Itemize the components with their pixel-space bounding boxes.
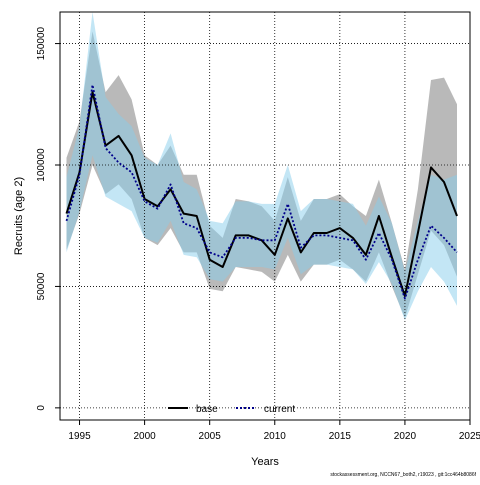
x-tick-label: 2025 xyxy=(459,431,480,442)
x-axis-label: Years xyxy=(251,456,279,468)
x-tick-label: 2015 xyxy=(329,431,352,442)
y-tick-label: 50000 xyxy=(36,272,47,300)
y-axis-label: Recruits (age 2) xyxy=(13,177,25,255)
x-tick-label: 2005 xyxy=(199,431,222,442)
base-legend-label: base xyxy=(196,404,218,415)
x-tick-label: 2020 xyxy=(394,431,417,442)
footer-text: stockassessment.org, NCCN67_both2, r1902… xyxy=(330,472,476,478)
y-tick-label: 150000 xyxy=(36,26,47,60)
x-tick-label: 1995 xyxy=(68,431,91,442)
current-legend-label: current xyxy=(264,404,295,415)
x-tick-label: 2010 xyxy=(264,431,287,442)
y-axis: 0 50000 100000 150000 xyxy=(36,26,60,411)
x-tick-label: 2000 xyxy=(133,431,156,442)
current-series-line xyxy=(65,84,458,300)
legend: base current xyxy=(168,404,295,415)
y-tick-label: 100000 xyxy=(36,148,47,182)
current-confidence-band xyxy=(66,12,457,321)
grid-lines xyxy=(60,12,471,420)
y-tick-label: 0 xyxy=(36,405,47,411)
plot-frame xyxy=(59,11,471,421)
series-lines xyxy=(65,84,458,300)
x-axis: 1995 2000 2005 2010 2015 2020 2025 xyxy=(68,420,480,442)
base-series-line xyxy=(65,91,458,298)
